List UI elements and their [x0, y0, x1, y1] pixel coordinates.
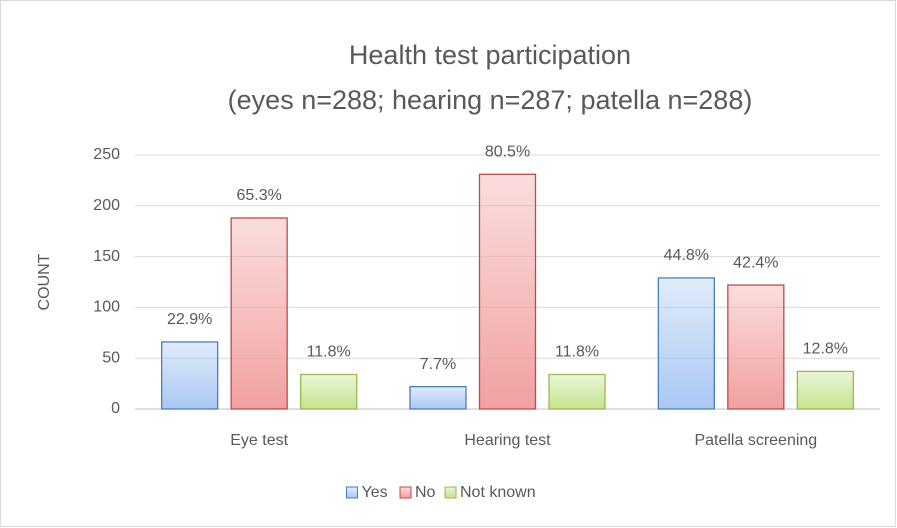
y-tick-label: 0	[111, 400, 120, 417]
x-tick-label: Hearing test	[464, 432, 551, 449]
data-label: 42.4%	[733, 254, 778, 271]
legend-label: Yes	[362, 484, 388, 501]
data-label: 65.3%	[236, 187, 281, 204]
legend-swatch	[346, 486, 358, 499]
data-label: 11.8%	[307, 344, 351, 361]
legend-swatch	[399, 486, 412, 499]
y-tick-label: 100	[93, 299, 120, 316]
chart-title: Health test participation	[349, 40, 631, 70]
x-tick-label: Eye test	[230, 432, 288, 449]
data-label: 22.9%	[167, 311, 212, 328]
data-label: 7.7%	[420, 356, 456, 373]
bar	[230, 217, 288, 410]
bar	[657, 277, 715, 410]
data-label: 12.8%	[803, 341, 848, 358]
bar	[548, 373, 606, 410]
legend-label: Not known	[460, 484, 536, 501]
bar	[300, 373, 358, 410]
y-tick-label: 150	[93, 248, 120, 265]
legend-label: No	[415, 484, 436, 501]
bar	[478, 173, 537, 410]
y-tick-label: 250	[93, 146, 120, 163]
data-label: 11.8%	[555, 344, 599, 361]
x-tick-label: Patella screening	[694, 432, 817, 449]
bar	[409, 385, 467, 410]
bar	[161, 341, 219, 410]
bar	[796, 370, 854, 410]
y-tick-label: 50	[102, 349, 120, 366]
data-label: 80.5%	[485, 144, 530, 161]
chart-subtitle: (eyes n=288; hearing n=287; patella n=28…	[228, 85, 753, 115]
bar	[727, 284, 785, 410]
data-label: 44.8%	[664, 247, 709, 264]
y-axis-label: COUNT	[36, 253, 53, 310]
legend-swatch	[444, 486, 457, 499]
y-tick-label: 200	[93, 197, 120, 214]
